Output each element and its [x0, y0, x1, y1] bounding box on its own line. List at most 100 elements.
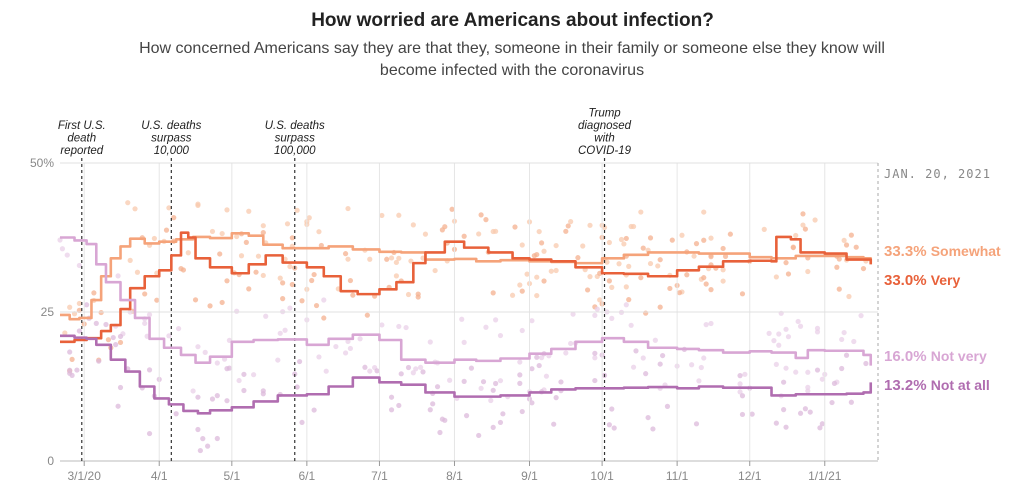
series-line — [60, 236, 873, 366]
poll-dot — [493, 228, 499, 234]
poll-dot — [113, 342, 119, 348]
poll-dot — [427, 407, 433, 413]
series-line — [60, 231, 873, 344]
series-name: Not very — [931, 348, 987, 364]
x-tick-label: 7/1 — [371, 469, 388, 483]
poll-dot — [163, 227, 170, 233]
poll-dot — [773, 361, 779, 368]
poll-dot — [773, 420, 779, 426]
poll-dot — [691, 253, 697, 259]
poll-dot — [398, 371, 404, 377]
poll-dot — [539, 355, 545, 361]
poll-dot — [701, 209, 707, 215]
poll-dot — [110, 334, 116, 341]
poll-dot — [609, 315, 615, 321]
poll-dot — [224, 207, 230, 213]
poll-dot — [238, 253, 245, 259]
poll-dot — [536, 228, 542, 235]
poll-dot — [234, 308, 240, 314]
event-label: U.S. deaths surpass 10,000 — [141, 120, 201, 157]
poll-dot — [284, 221, 291, 227]
poll-dot — [146, 367, 153, 373]
poll-dot — [185, 250, 191, 256]
poll-dot — [553, 242, 559, 249]
poll-dot — [843, 352, 850, 358]
x-tick-label: 8/1 — [446, 469, 463, 483]
poll-dot — [117, 333, 124, 340]
poll-dot — [146, 430, 153, 437]
poll-dot — [277, 275, 283, 281]
poll-dot — [260, 229, 266, 236]
poll-dot — [558, 379, 564, 385]
poll-dot — [548, 268, 554, 274]
x-tick-label: 12/1 — [738, 469, 762, 483]
poll-dot — [851, 338, 857, 345]
series-name: Very — [931, 272, 961, 288]
series-end-label: 13.2% Not at all — [884, 377, 990, 394]
axes: 0 25 50% 3/1/20 4/1 5/1 6/1 7/1 8/1 9/1 10/1 11/1 12… — [30, 156, 990, 483]
poll-dot — [606, 239, 612, 246]
poll-dot — [255, 253, 262, 259]
poll-dot — [606, 422, 612, 428]
poll-dot — [321, 297, 327, 303]
poll-dot — [263, 313, 269, 319]
poll-dot — [388, 407, 395, 413]
poll-dot — [417, 364, 424, 370]
poll-dot — [802, 226, 808, 232]
poll-dot — [367, 368, 373, 374]
poll-dot — [195, 344, 201, 350]
poll-dot — [563, 228, 569, 234]
poll-dot — [739, 291, 746, 297]
poll-dot — [529, 318, 535, 324]
poll-dot — [311, 271, 317, 278]
poll-dot — [708, 287, 714, 293]
poll-dot — [553, 267, 559, 274]
poll-dot — [76, 262, 82, 269]
poll-dot — [802, 406, 808, 412]
poll-dot — [93, 320, 99, 326]
poll-dot — [166, 333, 172, 339]
poll-dot — [410, 370, 416, 376]
poll-dot — [69, 372, 75, 378]
poll-dot — [313, 302, 320, 309]
poll-dot — [805, 369, 811, 375]
poll-dot — [592, 377, 598, 384]
poll-dot — [778, 310, 784, 316]
poll-dot — [667, 285, 673, 292]
poll-dot — [742, 371, 748, 377]
poll-dot — [84, 302, 90, 308]
poll-dot — [287, 305, 293, 311]
poll-dot — [347, 345, 354, 352]
poll-dot — [587, 274, 593, 280]
poll-dot — [430, 401, 436, 407]
poll-dot — [553, 395, 559, 401]
poll-dot — [592, 355, 598, 361]
poll-dot — [529, 400, 535, 406]
poll-dot — [633, 348, 639, 354]
poll-dot — [117, 384, 124, 391]
poll-dot — [67, 349, 73, 355]
poll-dot — [202, 349, 208, 355]
poll-dot — [476, 432, 482, 439]
poll-dot — [863, 360, 869, 367]
poll-dot — [224, 398, 230, 404]
poll-dot — [519, 288, 525, 294]
poll-dot — [701, 237, 707, 243]
poll-dot — [848, 232, 854, 238]
poll-dot — [463, 413, 470, 419]
poll-dot — [839, 336, 845, 343]
poll-dot — [749, 411, 755, 417]
poll-dot — [195, 394, 201, 400]
x-tick-label: 9/1 — [521, 469, 538, 483]
poll-dot — [490, 290, 496, 296]
poll-dot — [727, 231, 733, 237]
poll-dot — [480, 379, 487, 385]
poll-dot — [294, 207, 300, 213]
poll-dot — [151, 235, 157, 242]
poll-dot — [488, 397, 494, 404]
poll-dot — [611, 425, 617, 431]
poll-dot — [241, 371, 247, 377]
poll-dot — [420, 369, 426, 375]
poll-dot — [819, 421, 825, 427]
